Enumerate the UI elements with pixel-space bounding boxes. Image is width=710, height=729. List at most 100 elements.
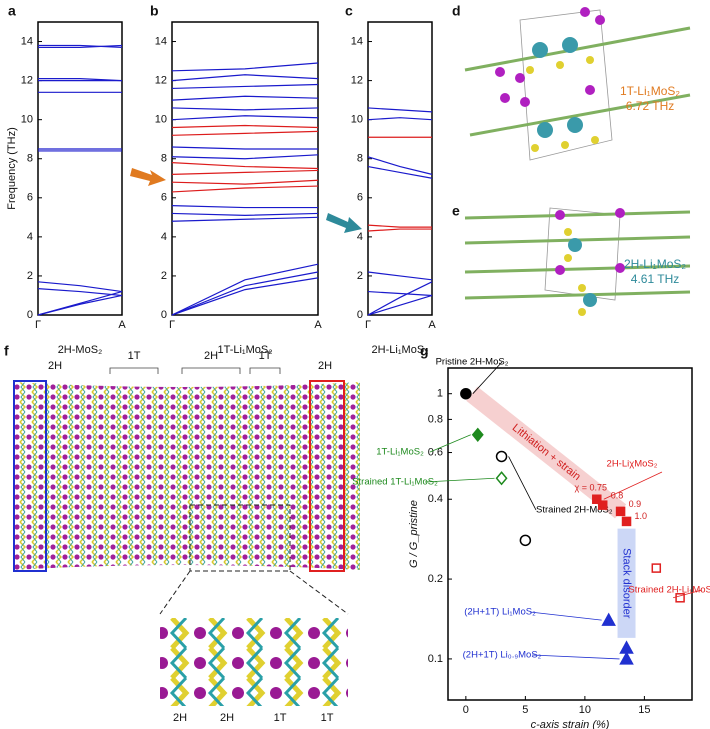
band-line [171, 115, 319, 121]
x-axis-label: 2H-MoS₂ [58, 344, 103, 356]
x-tick-label: A [118, 319, 126, 331]
y-tick-label: 14 [21, 35, 33, 47]
mode-frequency: 6.72 THz [626, 99, 674, 113]
x-tick-label: Γ [35, 319, 41, 331]
band-line [171, 205, 318, 209]
y-tick-label: 0 [161, 309, 167, 321]
stack-label: 2H [318, 360, 332, 372]
band-line [367, 165, 433, 179]
band-line [367, 271, 433, 281]
zoom-label: 2H [173, 712, 187, 724]
panel-label: g [420, 343, 429, 359]
band-line [171, 179, 319, 185]
point [495, 471, 508, 486]
y-tick-label: 0 [357, 309, 363, 321]
band-line [38, 44, 123, 48]
series-label: Pristine 2H-MoS₂ [436, 357, 509, 368]
y-tick-label: 2 [357, 270, 363, 282]
y-tick-label: 10 [351, 114, 363, 126]
x-tick-label: A [428, 319, 436, 331]
band-line [171, 263, 319, 316]
stack-label: 1T [259, 350, 272, 362]
stack-label: 2H [204, 350, 218, 362]
x-tick-label: 0 [463, 704, 469, 716]
y-tick-label: 6 [357, 192, 363, 204]
mode-frequency: 4.61 THz [631, 272, 679, 286]
y-tick-label: 1 [437, 388, 443, 400]
band-line [367, 294, 433, 316]
plot-frame [37, 21, 123, 316]
annotation: Stack disorder [621, 548, 633, 619]
band-line [367, 117, 433, 121]
mode-arrow [326, 213, 362, 233]
structure-d [464, 7, 691, 161]
band-line [38, 44, 123, 48]
y-tick-label: 2 [27, 270, 33, 282]
band-line [171, 74, 319, 82]
point [471, 427, 484, 442]
band-line [37, 294, 123, 316]
zoom-label: 1T [274, 712, 287, 724]
label-arrow [672, 589, 703, 599]
point [597, 500, 608, 510]
band-line [171, 62, 319, 72]
mode-label: 1T-Li₁MoS₂ [620, 84, 680, 98]
y-tick-label: 0.4 [428, 493, 443, 505]
series-label: Strained 2H-Li₁MoS₂ [628, 585, 710, 596]
band-line [367, 156, 433, 175]
point-label: 0.8 [611, 491, 624, 501]
band-line [367, 107, 433, 113]
zoom-label: 1T [321, 712, 334, 724]
y-axis-label: G / G_pristine [408, 500, 420, 568]
trend-arrow [466, 386, 627, 519]
mode-label: 2H-Li₁MoS₂ [624, 257, 686, 271]
band-line [38, 78, 123, 82]
zoom-label: 2H [220, 712, 234, 724]
point [460, 387, 472, 400]
x-tick-label: Γ [169, 319, 175, 331]
x-tick-label: 10 [579, 704, 591, 716]
label-arrow [529, 611, 602, 621]
band-line [171, 95, 319, 101]
label-arrow [472, 361, 503, 394]
y-tick-label: 12 [21, 75, 33, 87]
x-tick-label: Γ [365, 319, 371, 331]
y-tick-label: 10 [21, 114, 33, 126]
y-tick-label: 6 [27, 192, 33, 204]
y-tick-label: 8 [27, 153, 33, 165]
point [592, 494, 602, 504]
y-tick-label: 0.8 [428, 413, 443, 425]
plot-frame [367, 21, 433, 316]
band-line [171, 146, 318, 150]
mode-arrow [130, 168, 166, 186]
y-tick-label: 10 [155, 114, 167, 126]
point [495, 450, 508, 463]
panel-label: c [345, 3, 353, 19]
series-label: 2H-LiχMoS₂ [607, 459, 658, 470]
y-tick-label: 8 [357, 153, 363, 165]
x-axis-label: 2H-Li₁MoS₂ [372, 344, 429, 356]
panel-label: a [8, 3, 16, 19]
band-line [171, 185, 319, 193]
panel-label: e [452, 203, 460, 219]
y-tick-label: 14 [351, 35, 363, 47]
band-line [171, 154, 319, 160]
point [615, 506, 626, 517]
point [519, 534, 532, 547]
panel-label: d [452, 3, 461, 19]
stack-label: 1T [128, 350, 141, 362]
point [619, 651, 634, 665]
series-label: Strained 2H-MoS₂ [536, 505, 613, 516]
y-tick-label: 14 [155, 35, 167, 47]
label-arrow [603, 471, 663, 500]
annotation: Lithiation + strain [510, 422, 583, 483]
x-axis-label: 1T-Li₁MoS₂ [217, 344, 272, 356]
series-label: (2H+1T) Li₀.₉MoS₂ [463, 650, 542, 661]
band-line [37, 281, 123, 293]
point-label: χ = 0.75 [575, 483, 608, 493]
series-label: (2H+1T) Li₁MoS₂ [464, 607, 536, 618]
panel-label: f [4, 343, 9, 359]
band-line [367, 281, 433, 316]
y-tick-label: 8 [161, 153, 167, 165]
